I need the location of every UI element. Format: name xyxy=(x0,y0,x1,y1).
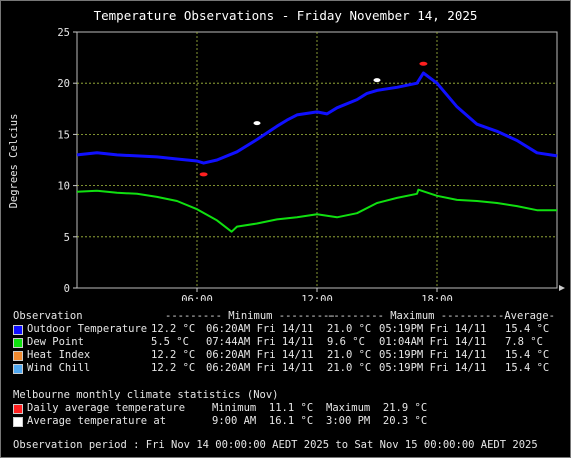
table-header-observation: Observation xyxy=(13,310,83,322)
legend-swatch xyxy=(13,351,23,361)
y-tick-label-25: 25 xyxy=(57,27,70,39)
climate-cell-part2: Maximum 21.9 °C xyxy=(326,402,428,414)
climate-swatch xyxy=(13,417,23,427)
table-cell-min-val: 12.2 °C xyxy=(151,362,196,374)
table-cell-min-time: 06:20AM Fri 14/11 xyxy=(206,323,314,335)
y-tick-label-0: 0 xyxy=(64,283,70,295)
climate-cell-part2: 3:00 PM 20.3 °C xyxy=(326,415,428,427)
table-cell-max-time: 05:19PM Fri 14/11 xyxy=(379,362,487,374)
y-axis-label: Degrees Celcius xyxy=(8,114,20,209)
table-cell-name: Heat Index xyxy=(27,349,91,361)
chart-title: Temperature Observations - Friday Novemb… xyxy=(93,8,478,23)
table-cell-max-val: 21.0 °C xyxy=(327,349,372,361)
table-cell-min-val: 12.2 °C xyxy=(151,349,196,361)
table-cell-avg: 7.8 °C xyxy=(505,336,543,348)
table-header-minimum: --------- Minimum --------- xyxy=(165,310,336,322)
climate-cell-name: Average temperature at xyxy=(27,415,167,427)
table-cell-min-val: 12.2 °C xyxy=(151,323,196,335)
table-cell-avg: 15.4 °C xyxy=(505,362,550,374)
table-cell-min-val: 5.5 °C xyxy=(151,336,189,348)
climate-heading: Melbourne monthly climate statistics (No… xyxy=(13,389,279,401)
x-axis-ticks: 06:00 12:00 18:00 xyxy=(181,288,453,301)
y-tick-label-20: 20 xyxy=(57,78,70,90)
observation-period: Observation period : Fri Nov 14 00:00:00… xyxy=(13,439,538,451)
table-cell-avg: 15.4 °C xyxy=(505,349,550,361)
y-tick-label-5: 5 xyxy=(64,232,70,244)
table-cell-max-time: 01:04AM Fri 14/11 xyxy=(379,336,487,348)
table-header-average: -Average- xyxy=(498,310,555,322)
table-cell-min-time: 07:44AM Fri 14/11 xyxy=(206,336,314,348)
table-cell-max-time: 05:19PM Fri 14/11 xyxy=(379,349,487,361)
table-cell-min-time: 06:20AM Fri 14/11 xyxy=(206,349,314,361)
x-tick-label-06:00: 06:00 xyxy=(181,294,213,301)
daily-average-marker-1 xyxy=(419,61,428,66)
x-tick-label-12:00: 12:00 xyxy=(301,294,333,301)
legend-swatch xyxy=(13,338,23,348)
y-tick-label-10: 10 xyxy=(57,181,70,193)
average-temperature-marker-0 xyxy=(253,121,261,126)
series-line-dew-point xyxy=(76,188,557,233)
y-axis-ticks: 0 5 10 15 20 25 xyxy=(57,27,77,295)
series-lines xyxy=(76,71,558,233)
temperature-chart: 0 5 10 15 20 25 06:00 12:00 18:00 Degrees Celci… xyxy=(8,27,565,301)
climate-markers xyxy=(199,61,428,177)
y-tick-label-15: 15 xyxy=(57,129,70,141)
daily-average-marker-0 xyxy=(199,172,208,177)
table-cell-avg: 15.4 °C xyxy=(505,323,550,335)
legend-swatch xyxy=(13,364,23,374)
x-axis-arrow xyxy=(559,285,565,291)
table-cell-max-time: 05:19PM Fri 14/11 xyxy=(379,323,487,335)
climate-cell-part1: Minimum 11.1 °C xyxy=(212,402,314,414)
series-line-outdoor-temperature xyxy=(76,71,558,165)
climate-cell-part1: 9:00 AM 16.1 °C xyxy=(212,415,314,427)
table-header-maximum: --------- Maximum --------- xyxy=(327,310,498,322)
table-cell-min-time: 06:20AM Fri 14/11 xyxy=(206,362,314,374)
climate-swatch xyxy=(13,404,23,414)
table-cell-name: Dew Point xyxy=(27,336,84,348)
climate-cell-name: Daily average temperature xyxy=(27,402,186,414)
table-cell-name: Wind Chill xyxy=(27,362,91,374)
table-cell-max-val: 21.0 °C xyxy=(327,323,372,335)
table-cell-name: Outdoor Temperature xyxy=(27,323,148,335)
legend-swatch xyxy=(13,325,23,335)
table-cell-max-val: 21.0 °C xyxy=(327,362,372,374)
table-cell-max-val: 9.6 °C xyxy=(327,336,365,348)
x-tick-label-18:00: 18:00 xyxy=(421,294,453,301)
average-temperature-marker-1 xyxy=(373,78,381,83)
